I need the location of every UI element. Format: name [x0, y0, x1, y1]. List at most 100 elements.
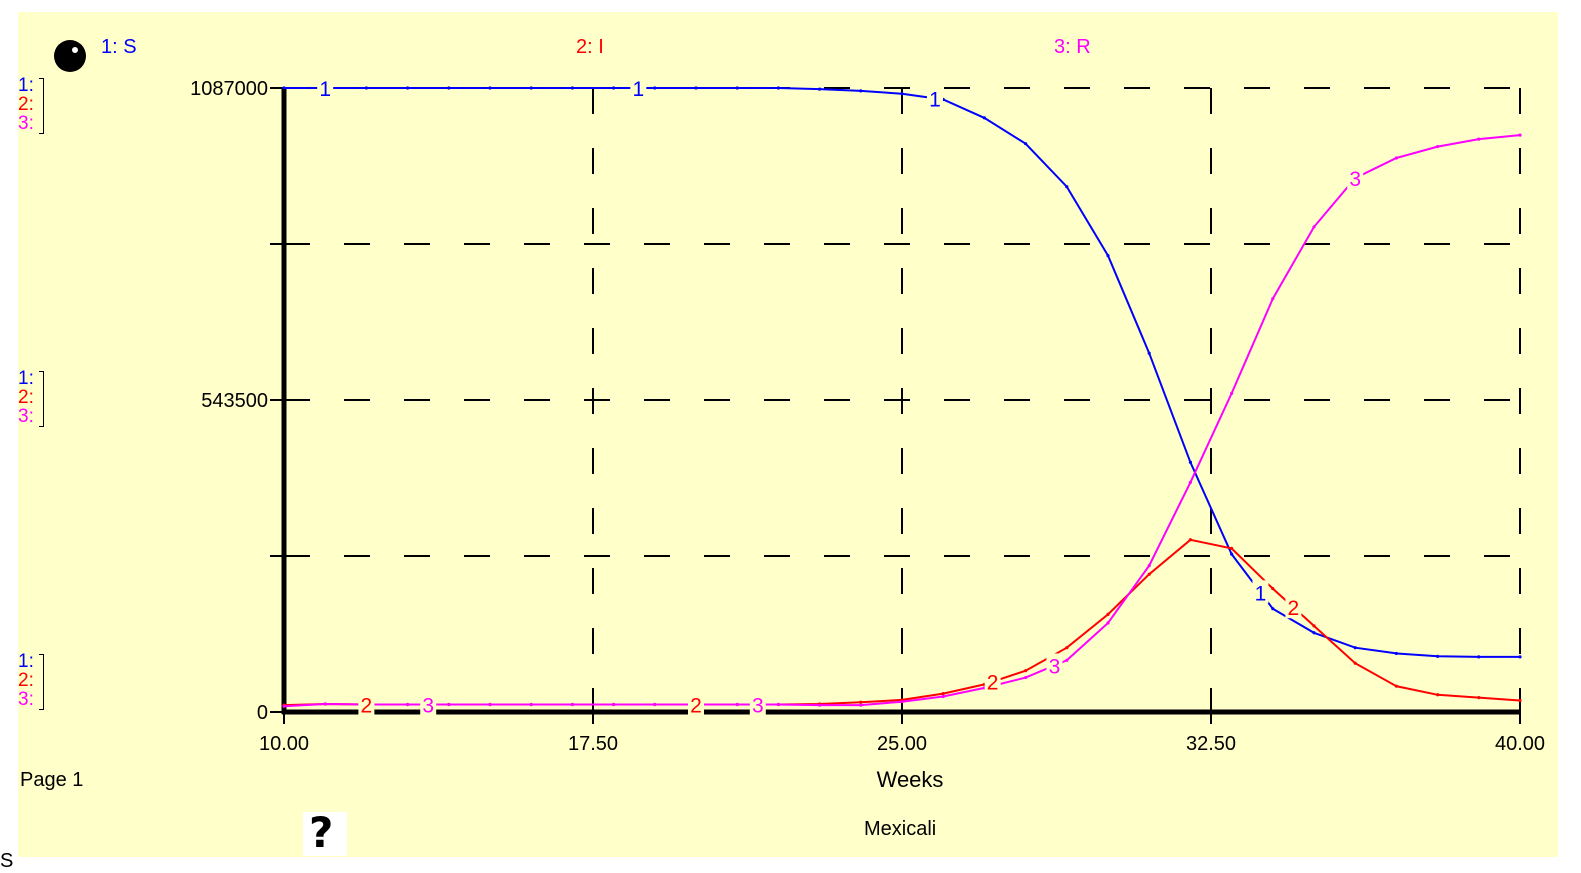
- data-point: [1518, 133, 1522, 137]
- series-marker-bg: [420, 692, 437, 716]
- series-marker-bg: [358, 692, 375, 716]
- page-label[interactable]: Page 1: [20, 769, 84, 791]
- legend-item-i: 2: I: [576, 36, 604, 58]
- data-point: [488, 86, 492, 90]
- series-marker-1: 1: [929, 88, 941, 111]
- data-point: [1188, 480, 1192, 484]
- series-marker-bg: [1252, 580, 1269, 604]
- data-point: [653, 86, 657, 90]
- data-point: [1065, 185, 1069, 189]
- series-marker-2: 2: [1288, 597, 1300, 620]
- axis-marker-1: 1:: [18, 651, 34, 672]
- data-point: [1312, 624, 1316, 628]
- x-tick-label: 25.00: [877, 733, 927, 755]
- data-point: [1065, 646, 1069, 650]
- data-point: [859, 89, 863, 93]
- series-marker-bg: [984, 669, 1001, 693]
- data-point: [1106, 254, 1110, 258]
- data-point: [447, 86, 451, 90]
- data-point: [1394, 684, 1398, 688]
- data-point: [776, 702, 781, 707]
- data-point: [859, 700, 863, 704]
- y-tick-label: 1087000: [190, 78, 268, 100]
- data-point: [1106, 621, 1110, 625]
- data-point: [282, 704, 286, 708]
- data-point: [1271, 586, 1275, 591]
- question-mark-icon[interactable]: ?: [303, 808, 347, 857]
- series-marker-3: 3: [752, 695, 764, 718]
- data-point: [982, 116, 987, 120]
- data-point: [1271, 607, 1275, 611]
- series-marker-1: 1: [319, 78, 331, 101]
- data-point: [900, 92, 904, 96]
- data-point: [1394, 156, 1398, 160]
- data-point: [1188, 538, 1192, 542]
- data-point: [1518, 698, 1522, 703]
- series-marker-1: 1: [632, 78, 644, 101]
- series-marker-bg: [630, 76, 647, 99]
- axis-marker-3: 3:: [18, 689, 34, 710]
- data-point: [1436, 654, 1440, 658]
- ball-icon[interactable]: [52, 38, 88, 74]
- data-point: [941, 692, 945, 696]
- data-point: [1230, 391, 1234, 395]
- data-point: [529, 702, 533, 707]
- axis-marker-1: 1:: [18, 75, 34, 96]
- y-tick-label: 0: [257, 702, 268, 724]
- series-marker-3: 3: [1049, 656, 1061, 679]
- data-point: [1477, 655, 1481, 659]
- series-marker-bg: [1285, 595, 1302, 619]
- series-marker-2: 2: [690, 695, 702, 718]
- data-point: [364, 86, 368, 90]
- data-point: [1065, 658, 1069, 662]
- help-glyph: ?: [309, 808, 334, 857]
- data-point: [859, 703, 863, 707]
- data-point: [818, 703, 822, 707]
- data-point: [1230, 546, 1234, 550]
- data-point: [1353, 646, 1357, 650]
- x-tick-label: 10.00: [259, 733, 309, 755]
- axis-marker-top: 1: 2: 3:: [18, 75, 44, 134]
- axis-marker-2: 2:: [18, 387, 34, 408]
- series-marker-bg: [1347, 166, 1364, 190]
- axis-marker-2: 2:: [18, 94, 34, 115]
- data-point: [1230, 552, 1234, 556]
- legend-item-s: 1: S: [101, 36, 137, 58]
- data-point: [529, 86, 533, 90]
- data-point: [735, 86, 739, 90]
- data-point: [735, 702, 739, 707]
- y-tick-label: 543500: [201, 390, 268, 412]
- data-point: [1106, 612, 1110, 617]
- x-tick-label: 32.50: [1186, 733, 1236, 755]
- data-point: [323, 702, 327, 706]
- x-tick-label: 40.00: [1495, 733, 1545, 755]
- data-point: [776, 86, 781, 90]
- data-point: [1518, 655, 1522, 659]
- series-marker-3: 3: [422, 695, 434, 718]
- axis-marker-bottom: 1: 2: 3:: [18, 651, 44, 710]
- data-point: [447, 702, 451, 707]
- data-point: [282, 86, 286, 90]
- data-point: [612, 86, 616, 90]
- series-marker-bg: [317, 76, 334, 99]
- axis-marker-3: 3:: [18, 406, 34, 427]
- data-point: [1312, 225, 1316, 229]
- axes: [270, 87, 1521, 724]
- axis-bracket: [39, 78, 44, 134]
- series-marker-3: 3: [1349, 168, 1361, 191]
- data-point: [612, 702, 616, 707]
- data-point: [1147, 564, 1151, 568]
- data-point: [1394, 651, 1398, 656]
- footer-text: S: [0, 850, 14, 872]
- data-point: [1024, 669, 1028, 673]
- data-point: [570, 86, 575, 90]
- data-point: [1353, 661, 1357, 665]
- data-point: [1312, 631, 1316, 635]
- tick-labels: 10.00 17.50 25.00 32.50 40.00 1087000 543500 0: [190, 78, 1545, 755]
- data-point: [570, 702, 575, 707]
- axis-bracket: [39, 371, 44, 427]
- data-point: [1477, 696, 1481, 700]
- data-point: [1436, 144, 1440, 149]
- axis-marker-2: 2:: [18, 670, 34, 691]
- line-chart: 10.00 17.50 25.00 32.50 40.0010870005435000 …: [190, 76, 1545, 792]
